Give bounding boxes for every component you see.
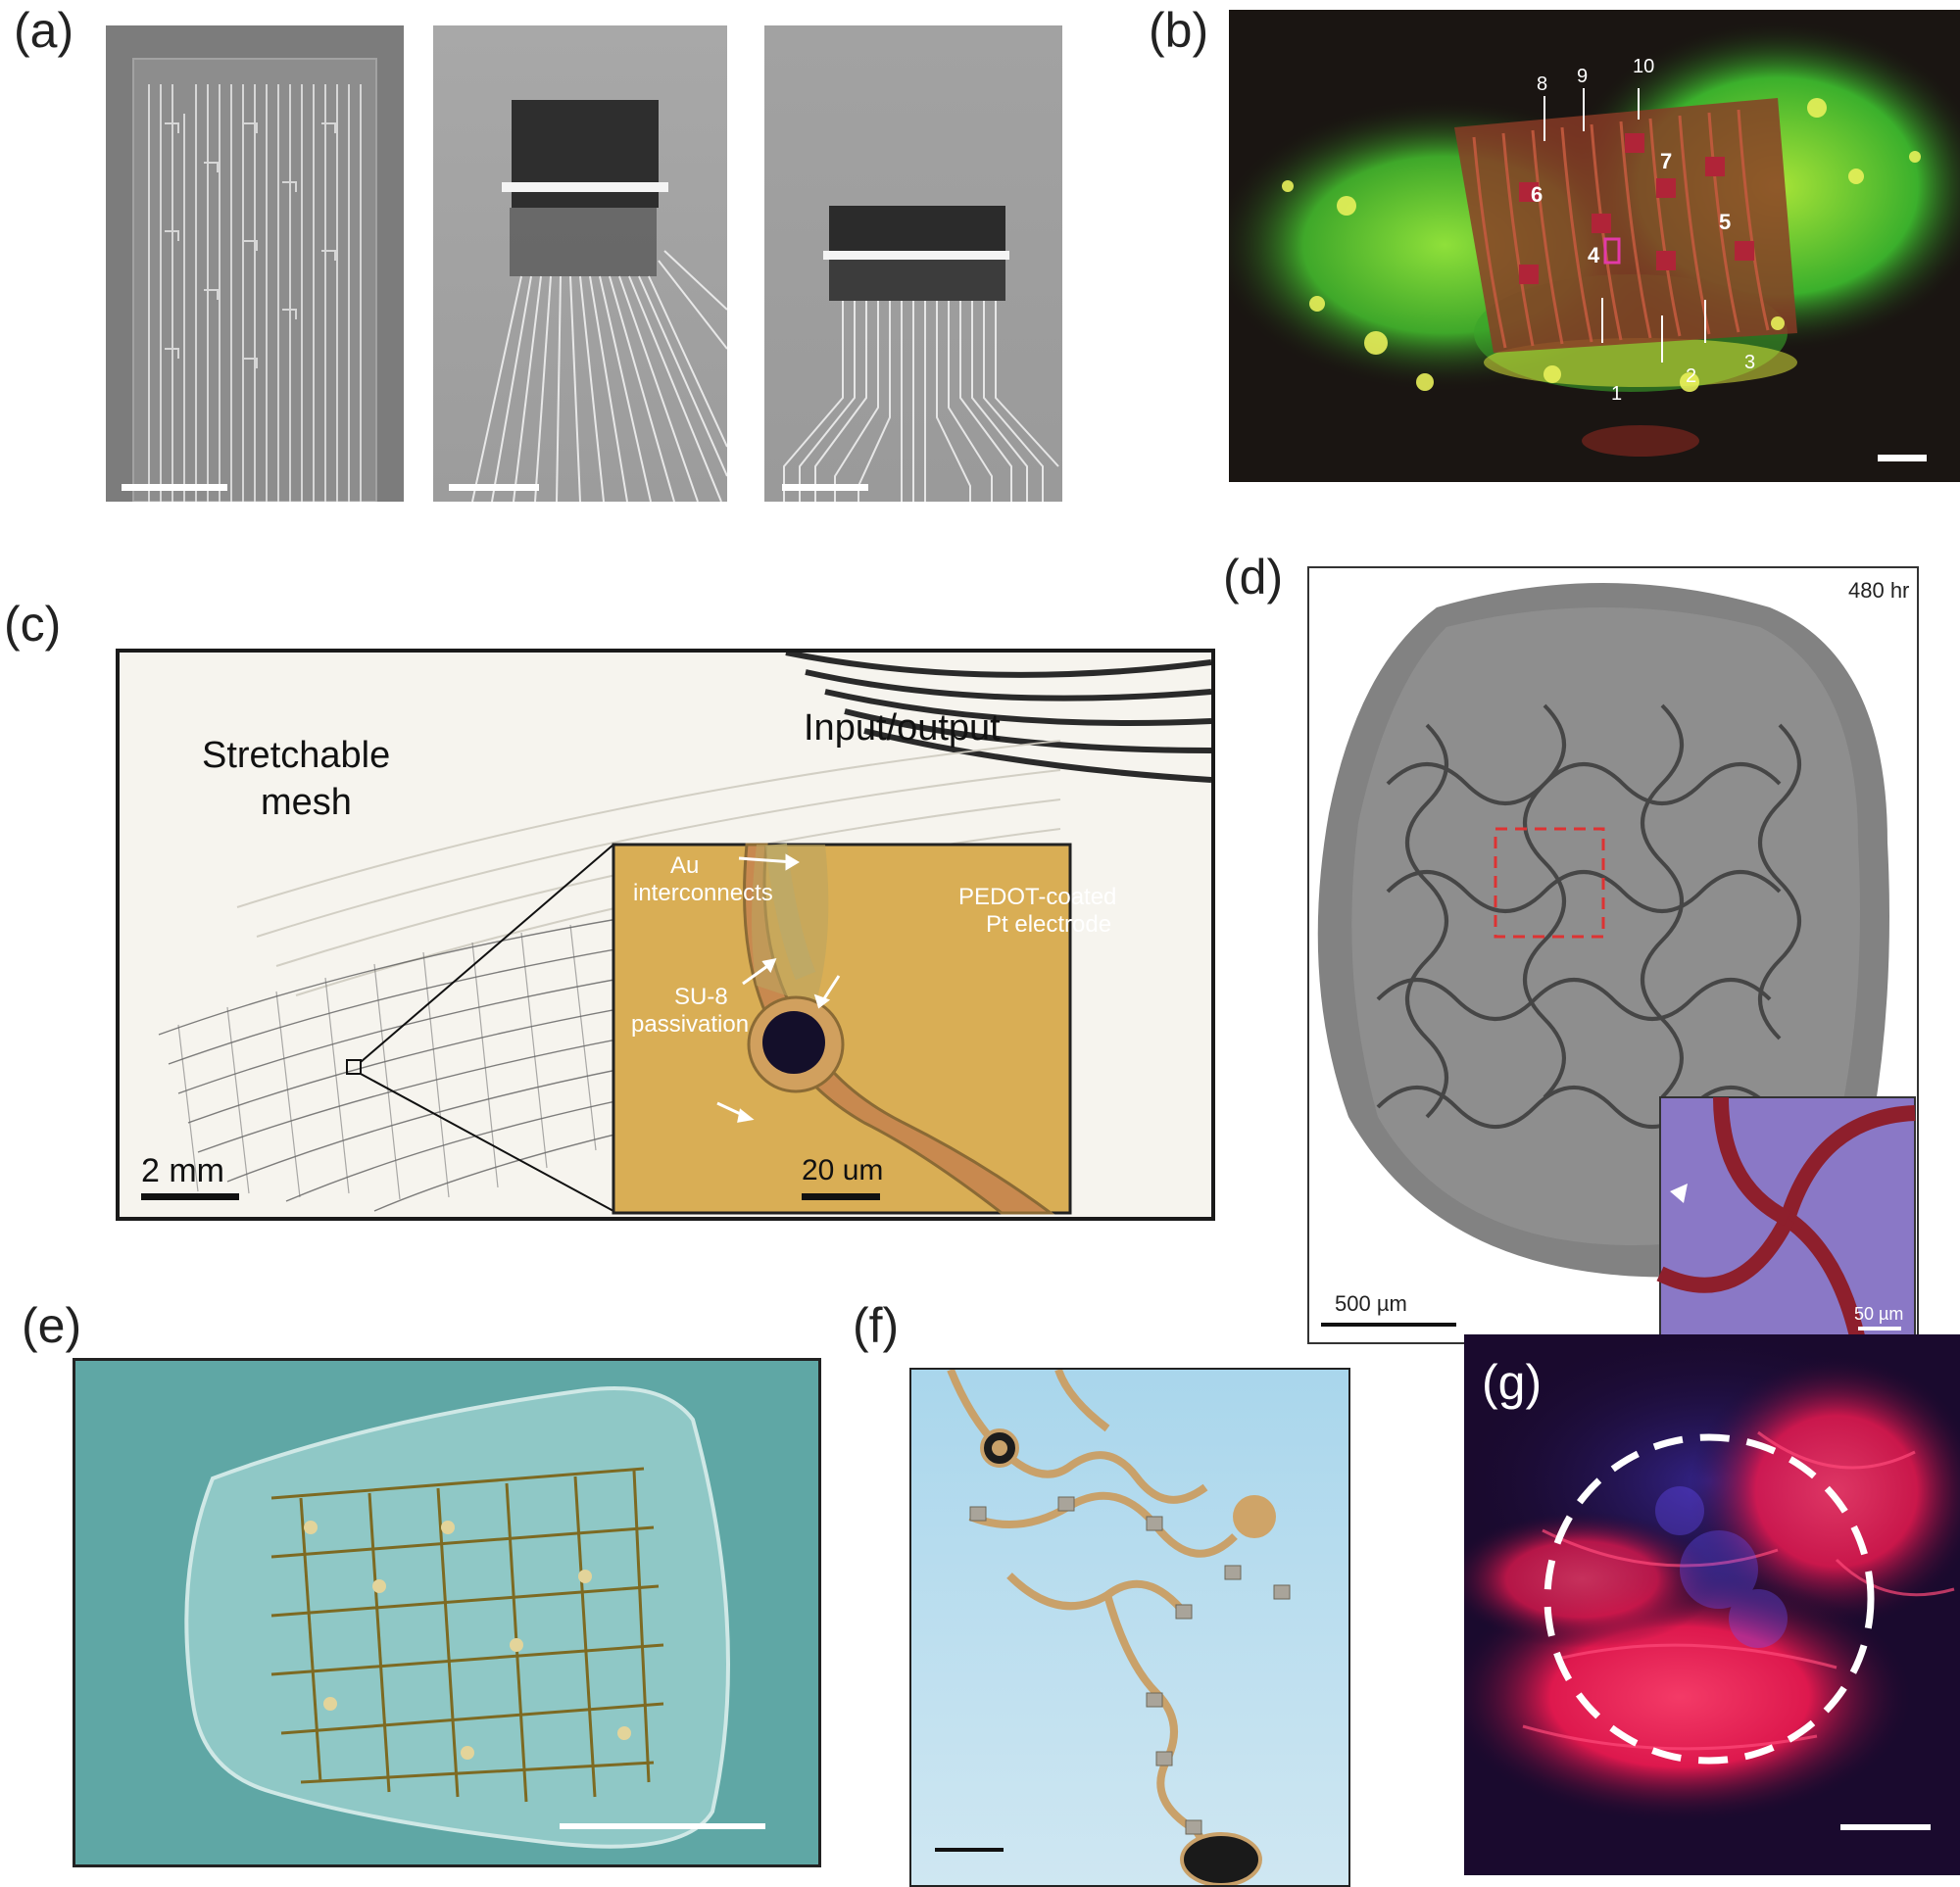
scale-label-50um: 50 µm	[1854, 1304, 1904, 1324]
panel-label-g: (g)	[1482, 1355, 1543, 1410]
su8-passivation-line1: SU-8	[674, 984, 728, 1010]
panel-label-b: (b)	[1149, 3, 1209, 58]
scale-label-2mm: 2 mm	[141, 1152, 224, 1189]
panel-d-art	[1317, 583, 1916, 1342]
panel-a-scalebar-3	[782, 484, 868, 491]
panel-label-e: (e)	[22, 1298, 82, 1353]
scalebar-50um	[1858, 1327, 1901, 1331]
panel-label-d: (d)	[1223, 550, 1284, 605]
panel-f-art	[947, 1370, 1291, 1885]
panel-b-art	[1229, 20, 1960, 457]
scalebar-20um	[802, 1193, 880, 1200]
panel-d-figure: 480 hr 500 µm 50 µm	[1307, 566, 1919, 1344]
electrode-number-6: 6	[1531, 182, 1544, 207]
panel-a-image-3	[764, 25, 1062, 502]
panel-a-image-1-art	[132, 58, 377, 502]
input-output-label: Input/output	[804, 707, 1001, 749]
stretchable-mesh-label-line1: Stretchable	[202, 735, 391, 776]
panel-c-art	[158, 653, 1211, 1215]
electrode-number-5: 5	[1719, 210, 1732, 234]
au-interconnects-line2: interconnects	[633, 880, 773, 906]
electrode-number-4: 4	[1588, 243, 1600, 267]
panel-a-image-3-art	[783, 206, 1059, 502]
panel-label-a: (a)	[14, 3, 74, 58]
panel-a-image-2-art	[471, 100, 727, 502]
hydrogel	[184, 1386, 730, 1849]
pedot-electrode-line1: PEDOT-coated	[958, 884, 1117, 910]
embedded-mesh	[270, 1467, 664, 1803]
electrode-number-2: 2	[1686, 365, 1697, 387]
panel-e-art	[184, 1386, 730, 1849]
serpentine-mesh	[1376, 703, 1801, 1129]
electrode-number-7: 7	[1660, 149, 1673, 173]
inset-micrograph	[612, 843, 1072, 1215]
electrode-number-8: 8	[1537, 73, 1548, 95]
pedot-electrode-line2: Pt electrode	[986, 911, 1112, 938]
electrode-number-9: 9	[1577, 66, 1589, 87]
panel-a-scalebar-1	[122, 484, 227, 491]
electrode-number-10: 10	[1633, 56, 1655, 77]
panel-label-f: (f)	[853, 1298, 900, 1353]
panel-f-scalebar	[935, 1848, 1004, 1852]
panel-b-image: 8 9 10 7 6 5 4 1 2 3	[1229, 10, 1960, 482]
input-output-leads	[785, 653, 1211, 783]
panel-e-image	[73, 1358, 821, 1867]
electrode-traces	[148, 84, 362, 502]
su8-passivation-line2: passivation	[631, 1011, 750, 1038]
time-label: 480 hr	[1848, 578, 1910, 603]
panel-g-art	[1464, 1334, 1960, 1824]
panel-c-figure: Input/output Stretchable mesh Au interco…	[116, 649, 1215, 1221]
panel-g-scalebar	[1840, 1824, 1931, 1830]
panel-label-c: (c)	[4, 597, 62, 652]
electrode-number-3: 3	[1744, 352, 1756, 373]
scalebar-2mm	[141, 1193, 239, 1200]
panel-a-image-2	[433, 25, 727, 502]
panel-e-scalebar	[560, 1823, 765, 1829]
stretchable-mesh-label-line2: mesh	[261, 782, 352, 823]
scale-label-500um: 500 µm	[1335, 1291, 1407, 1316]
electrode-number-1: 1	[1611, 383, 1623, 405]
serpentine-interconnects	[947, 1370, 1238, 1863]
panel-f-image	[909, 1368, 1350, 1887]
scalebar-500um	[1321, 1323, 1456, 1327]
scale-label-20um: 20 um	[802, 1154, 884, 1186]
region-highlight-circle	[1544, 1433, 1875, 1765]
panel-a-scalebar-2	[449, 484, 539, 491]
panel-g-image: (g)	[1464, 1334, 1960, 1875]
panel-a-image-1	[106, 25, 404, 502]
au-interconnects-line1: Au	[670, 852, 700, 879]
panel-b-scalebar	[1878, 455, 1927, 461]
